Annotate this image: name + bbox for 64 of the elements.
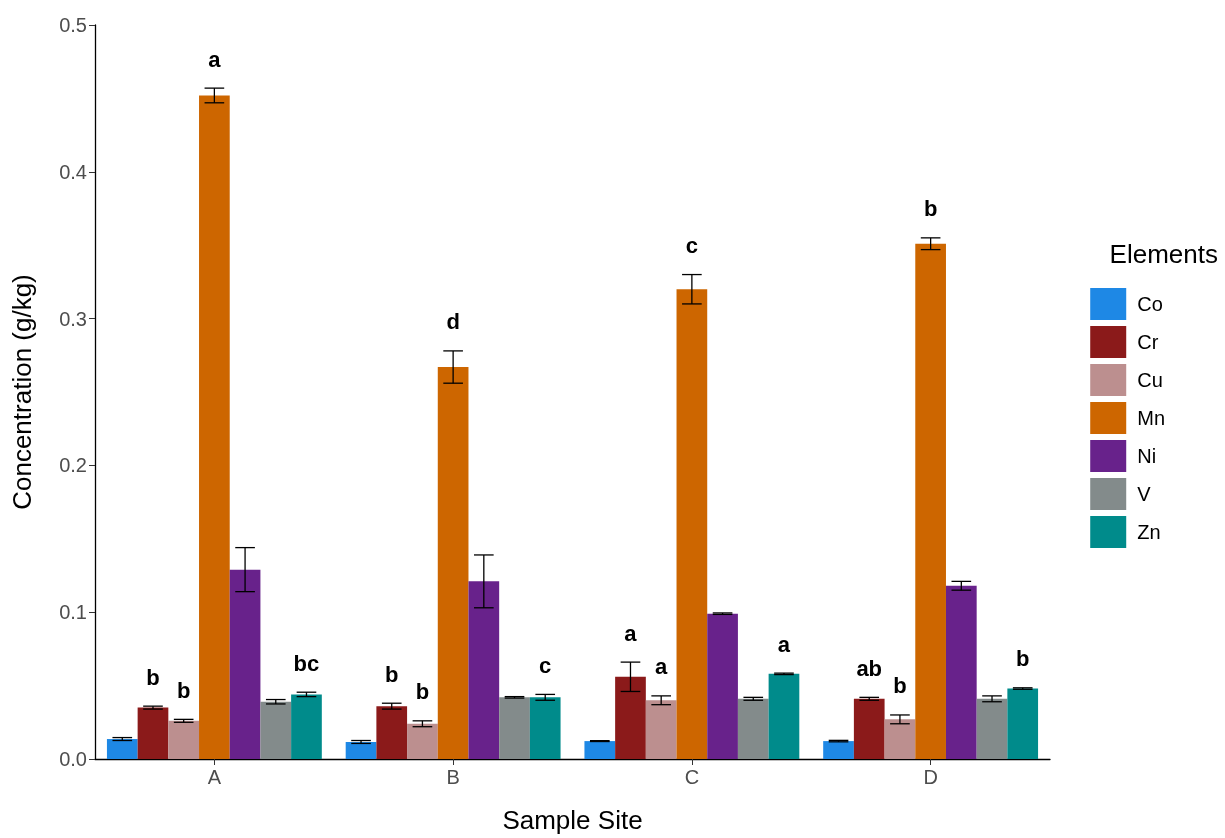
- bar: [468, 581, 500, 759]
- bar: [260, 701, 292, 759]
- bar: [884, 719, 916, 759]
- data-label: b: [893, 673, 907, 699]
- x-axis-title: Sample Site: [502, 805, 643, 835]
- data-label: bc: [293, 650, 320, 676]
- data-label: d: [446, 309, 460, 335]
- bar: [229, 569, 261, 759]
- y-tick-label: 0.4: [59, 160, 87, 183]
- bar: [106, 739, 138, 759]
- bar: [437, 367, 469, 759]
- data-label: a: [624, 620, 638, 646]
- legend-label: Co: [1137, 293, 1163, 315]
- bar: [1007, 688, 1039, 759]
- bar: [584, 741, 616, 759]
- x-tick-label: A: [207, 766, 222, 788]
- bar: [345, 741, 377, 759]
- y-tick-label: 0.2: [59, 454, 87, 477]
- bar: [976, 698, 1008, 759]
- data-label: b: [415, 679, 430, 705]
- bar: [168, 720, 200, 759]
- bar: [768, 673, 800, 759]
- bar: [137, 707, 169, 759]
- legend-label: V: [1137, 483, 1152, 505]
- bar: [499, 697, 530, 759]
- data-label: a: [208, 46, 222, 72]
- bar: [615, 676, 646, 759]
- data-label: a: [777, 631, 791, 657]
- legend-label: Mn: [1137, 407, 1166, 429]
- y-tick-label: 0.1: [59, 601, 87, 624]
- bar: [407, 723, 438, 759]
- bar: [676, 289, 708, 759]
- data-label: ab: [856, 655, 883, 681]
- legend-label: Ni: [1137, 445, 1157, 467]
- bar: [529, 697, 561, 759]
- data-label: b: [146, 664, 160, 690]
- bar: [915, 243, 946, 759]
- x-tick-label: B: [446, 766, 460, 788]
- y-tick-label: 0.0: [59, 748, 87, 770]
- data-label: b: [176, 677, 191, 703]
- y-tick-label: 0.3: [59, 307, 87, 330]
- data-label: b: [1015, 646, 1030, 672]
- data-label: b: [385, 661, 399, 687]
- bar: [199, 95, 230, 759]
- bar: [291, 694, 322, 759]
- legend-label: Zn: [1137, 521, 1161, 543]
- x-tick-label: D: [923, 766, 938, 788]
- legend-label: Cr: [1137, 331, 1159, 353]
- data-label: a: [655, 654, 669, 680]
- bar: [823, 741, 854, 759]
- bar: [853, 698, 885, 759]
- y-tick-label: 0.5: [59, 14, 87, 36]
- legend-title: Elements: [1109, 239, 1219, 269]
- bar: [645, 700, 677, 759]
- data-label: b: [923, 196, 938, 222]
- data-label: c: [539, 652, 552, 678]
- y-axis-title: Concentration (g/kg): [7, 274, 37, 510]
- x-tick-label: C: [684, 766, 700, 788]
- legend-label: Cu: [1137, 369, 1163, 391]
- bar: [945, 585, 977, 759]
- data-label: c: [685, 233, 698, 259]
- bar: [376, 706, 408, 759]
- bar: [707, 613, 738, 759]
- bar: [737, 698, 769, 759]
